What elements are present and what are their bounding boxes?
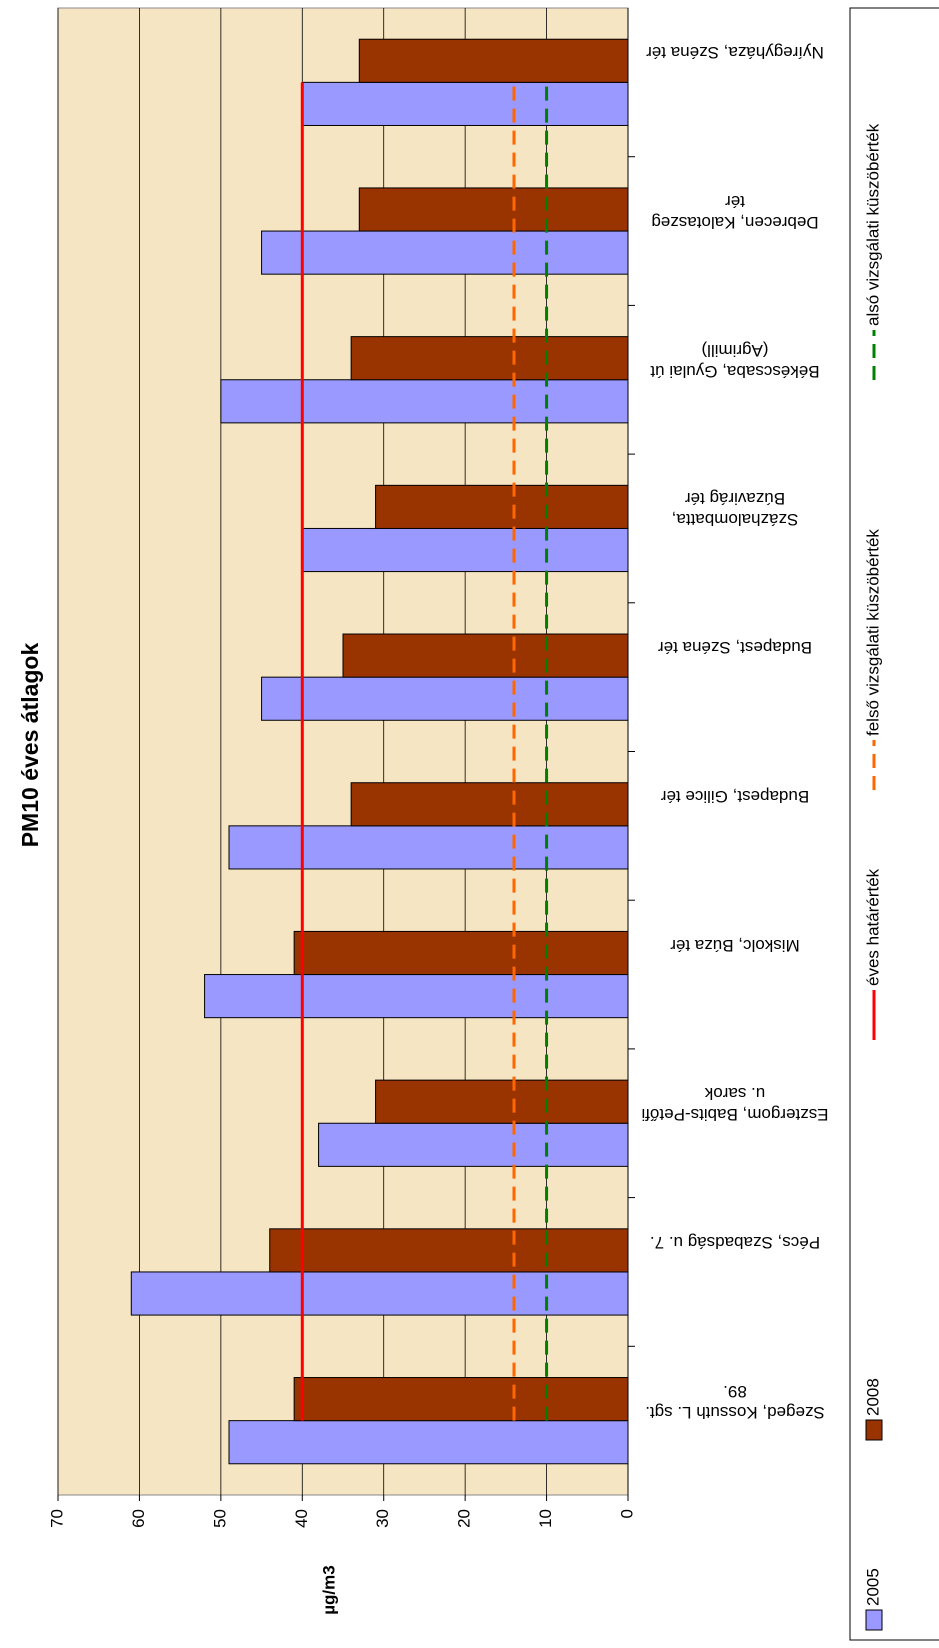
legend-label: felső vizsgálati küszöbérték [863,529,882,736]
bar [350,336,629,381]
axis-label: µg/m3 [319,1565,338,1614]
legend-label: alsó vizsgálati küszöbérték [863,123,882,326]
category-label: Százhalombatta, Búzavirág tér [671,489,799,530]
y-tick-label: 20 [455,1509,474,1528]
category-label: Szeged, Kossuth L. sgt. 89. [645,1381,825,1422]
bar [301,81,629,126]
bar [375,484,629,529]
category-label: Budapest, Gilice tér [660,786,810,806]
category-label: Debrecen, Kalotaszeg tér [651,192,819,233]
y-tick-label: 70 [47,1509,66,1528]
bar [358,187,629,232]
bar [204,974,629,1019]
legend [849,7,939,1641]
chart-title: PM10 éves átlagok [17,643,43,848]
bar [220,379,629,424]
bar [293,1377,629,1422]
legend-swatch [865,1609,883,1631]
y-tick-label: 40 [292,1509,311,1528]
category-label: Budapest, Széna tér [657,638,813,658]
bar [358,38,629,83]
y-tick-label: 50 [210,1509,229,1528]
category-label: Pécs, Szabadság u. 7. [649,1232,821,1252]
bar [269,1228,629,1273]
bar [342,633,629,678]
bar [261,676,629,721]
bar [228,1420,629,1465]
legend-label: 2005 [863,1568,882,1606]
legend-label: éves határérték [863,868,882,986]
bar [350,782,629,827]
y-tick-label: 0 [617,1509,636,1518]
category-label: Miskolc, Búza tér [670,935,800,955]
bar [261,230,629,275]
category-label: Békéscsaba, Gyulai út (Agrimill) [650,340,820,381]
y-tick-label: 60 [129,1509,148,1528]
bar [130,1271,629,1316]
bar [318,1122,629,1167]
legend-swatch [865,1419,883,1441]
bar [228,825,629,870]
category-label: Esztergom, Babits-Petőfi u. sarok [641,1084,829,1125]
legend-label: 2008 [863,1378,882,1416]
y-tick-label: 30 [373,1509,392,1528]
y-tick-label: 10 [536,1509,555,1528]
bar [293,930,629,976]
bar [375,1079,629,1124]
bar [301,527,629,573]
category-label: Nyíregyháza, Széna tér [646,43,824,63]
